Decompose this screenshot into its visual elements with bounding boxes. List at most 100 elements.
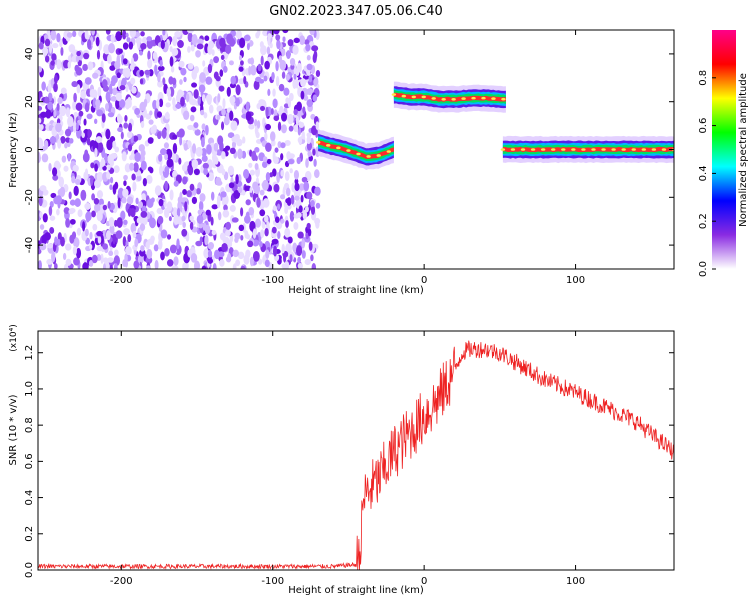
spectrogram-noise-cell: [38, 196, 43, 207]
spectrogram-noise-cell: [123, 174, 128, 181]
spectrogram-noise-cell: [230, 75, 236, 85]
spectrogram-noise-cell: [154, 259, 159, 269]
snr-y-ticks: 0.0 0.2 0.4 0.6 0.8 1.0 1.2: [24, 345, 674, 578]
spectrogram-noise-cell: [231, 136, 239, 143]
spectrogram-noise-cell: [246, 42, 250, 51]
spectrogram-noise-cell: [214, 249, 220, 260]
spectrogram-noise-cell: [191, 159, 199, 169]
spectrogram-noise-cell: [140, 31, 145, 37]
spectrogram-noise-cell: [281, 112, 288, 122]
spectrogram-noise-cell: [289, 168, 293, 174]
spectrogram-noise-cell: [219, 69, 224, 77]
spectrogram-noise-cell: [203, 248, 210, 259]
spectrogram-noise-cell: [50, 192, 57, 199]
spectrogram-noise-cell: [223, 116, 230, 126]
spectrogram-noise-cell: [243, 169, 250, 179]
spectrogram-noise-cell: [58, 176, 65, 188]
spectrogram-noise-cell: [76, 227, 82, 236]
spectrogram-noise-cell: [95, 36, 100, 47]
spectrogram-noise-cell: [207, 43, 213, 55]
spectrogram-noise-cell: [243, 34, 251, 42]
spectrogram-noise-cell: [71, 175, 76, 184]
spectrogram-noise-cell: [184, 201, 188, 212]
spectrogram-noise-cell: [222, 98, 226, 109]
spectrogram-noise-cell: [38, 105, 43, 112]
spectrogram-noise-cell: [102, 204, 108, 211]
spectrogram-noise-cell: [240, 234, 244, 241]
spectrogram-noise-cell: [230, 120, 238, 131]
spectrogram-noise-cell: [171, 77, 177, 86]
spectrogram-noise-cell: [226, 86, 231, 97]
snr-y-tick-label: 1.0: [24, 381, 35, 397]
spectrogram-noise-cell: [55, 195, 62, 204]
spectrogram-noise-cell: [306, 222, 311, 230]
spectrogram-noise-cell: [47, 101, 54, 111]
spectrogram-noise-cell: [121, 151, 127, 162]
spectrogram-noise-cell: [313, 158, 317, 167]
spectrogram-noise-cell: [96, 254, 102, 262]
spectrogram-noise-cell: [298, 121, 305, 128]
spectrogram-noise-cell: [45, 109, 52, 119]
spectrogram-noise-cell: [109, 65, 116, 71]
spectrogram-noise-cell: [158, 153, 163, 162]
spectrogram-noise-cell: [38, 152, 41, 163]
spectrogram-noise-cell: [240, 265, 246, 269]
spectrogram-noise-cell: [189, 183, 195, 191]
spectrogram-noise-cell: [308, 75, 313, 83]
spectrogram-noise-cell: [166, 234, 172, 240]
spectrogram-noise-cell: [195, 50, 201, 58]
spectrogram-noise-cell: [105, 230, 111, 241]
spectrogram-noise-cell: [231, 217, 239, 223]
spectrogram-noise-cell: [38, 66, 43, 73]
spectrogram-peak-cell: [631, 148, 636, 151]
spectrogram-noise-cell: [189, 114, 195, 122]
spectrogram-noise-cell: [113, 249, 119, 257]
spectrogram-noise-cell: [132, 230, 137, 239]
spectrogram-noise-cell: [49, 215, 56, 221]
spectrogram-noise-cell: [182, 221, 186, 229]
spectrogram-noise-cell: [231, 141, 237, 149]
spectrogram-noise-cell: [229, 204, 236, 212]
spectrogram-noise-cell: [72, 30, 77, 38]
spectrogram-noise-cell: [108, 250, 114, 256]
spectrogram-noise-cell: [176, 238, 180, 250]
spectrogram-noise-cell: [269, 42, 273, 49]
spectrogram-noise-cell: [140, 210, 148, 218]
spectrogram-noise-cell: [164, 153, 169, 161]
spectrogram-noise-cell: [162, 77, 166, 86]
spectrogram-noise-cell: [207, 172, 215, 182]
spectrogram-peak-cell: [366, 155, 371, 158]
spectrogram-noise-cell: [235, 259, 241, 267]
spectrogram-noise-cell: [238, 186, 243, 194]
spectrogram-noise-cell: [44, 96, 49, 104]
spectrogram-noise-cell: [273, 156, 279, 164]
spectrogram-noise-cell: [284, 140, 291, 146]
spectrogram-noise-cell: [164, 180, 169, 191]
spectrogram-noise-cell: [170, 66, 175, 73]
spectrogram-noise-cell: [182, 188, 187, 195]
spectrogram-peak-cell: [401, 94, 407, 98]
spectrogram-noise-cell: [219, 141, 224, 152]
spectrogram-noise-cell: [82, 262, 89, 269]
spectrogram-noise-cell: [265, 106, 269, 118]
spectrogram-noise-cell: [260, 55, 264, 66]
spectrogram-noise-cell: [130, 77, 136, 85]
spectrogram-noise-cell: [117, 187, 125, 199]
spectrogram-noise-cell: [116, 72, 121, 79]
spectrogram-noise-cell: [281, 243, 285, 254]
spectrogram-noise-cell: [124, 67, 131, 78]
spectrogram-noise-cell: [313, 78, 319, 87]
spectrogram-noise-cell: [221, 151, 226, 160]
spectrogram-y-tick-label: 40: [24, 48, 35, 61]
spectrogram-noise-cell: [284, 171, 290, 182]
spectrogram-noise-cell: [186, 140, 192, 149]
spectrogram-noise-cell: [197, 209, 203, 215]
spectrogram-noise-cell: [201, 123, 206, 131]
spectrogram-noise-cell: [137, 201, 144, 209]
spectrogram-noise-cell: [178, 157, 182, 165]
colorbar-tick-label: 0.6: [698, 118, 709, 134]
spectrogram-noise-cell: [65, 137, 71, 143]
spectrogram-noise-cell: [204, 35, 210, 42]
spectrogram-noise-cell: [110, 34, 115, 43]
spectrogram-noise-cell: [107, 154, 114, 165]
